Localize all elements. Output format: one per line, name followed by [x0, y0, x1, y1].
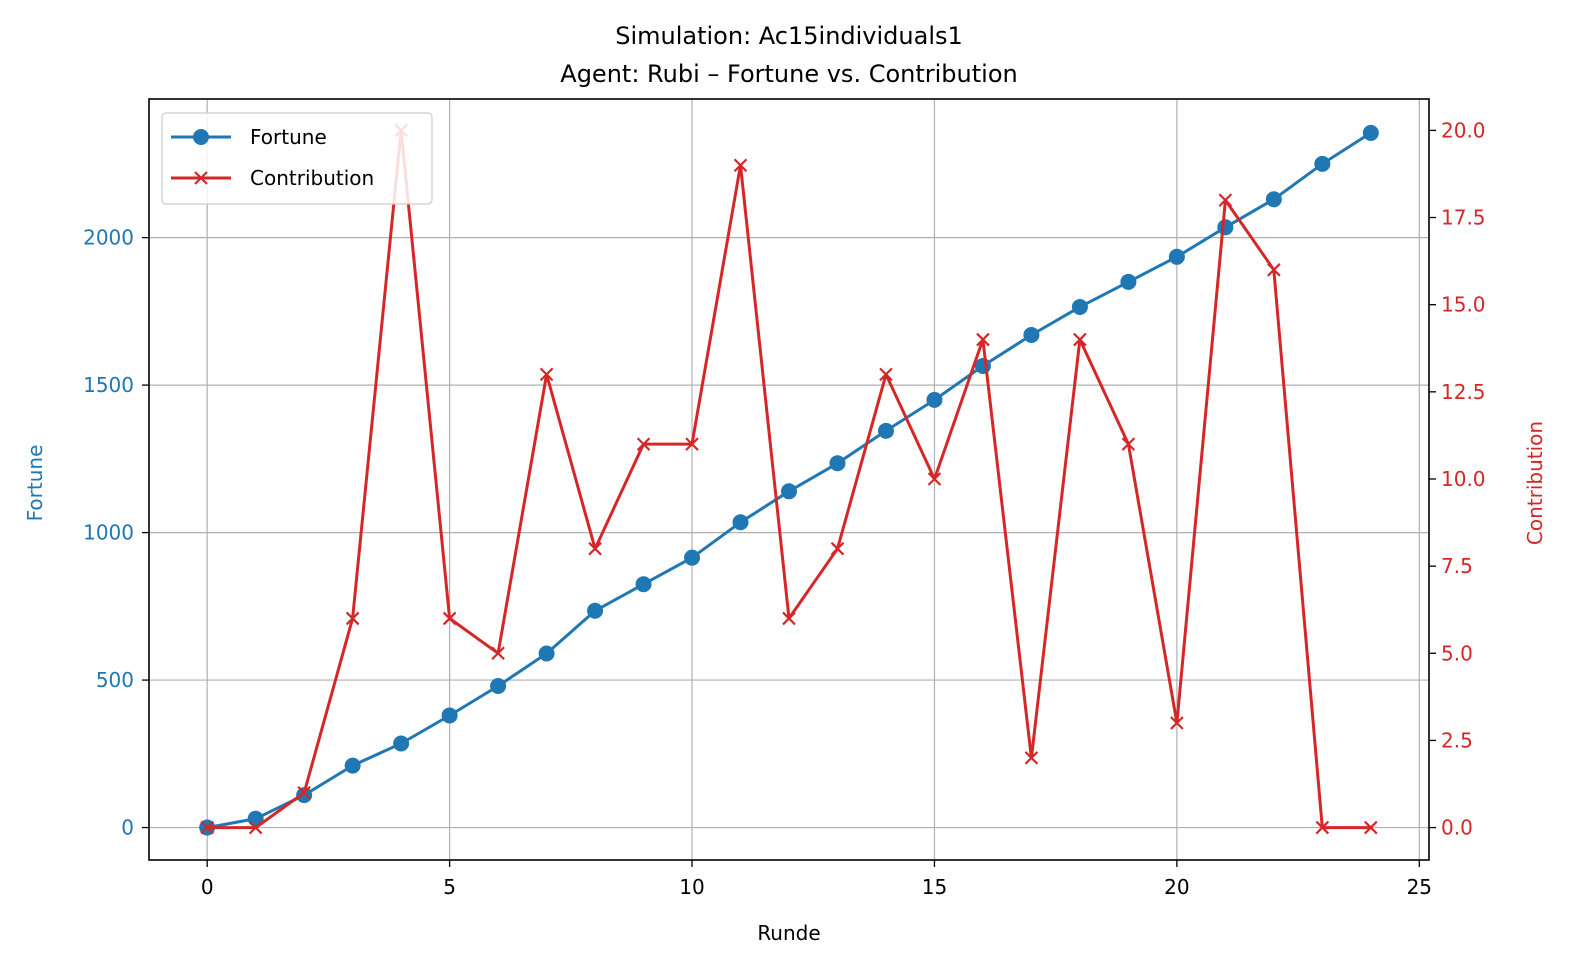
fortune-point [732, 514, 749, 531]
contribution-point [539, 367, 554, 382]
fortune-point [635, 576, 652, 593]
right-tick-label: 20.0 [1441, 118, 1486, 142]
contribution-point [636, 437, 651, 451]
contribution-point [976, 332, 990, 347]
contribution-line [207, 128, 1371, 830]
contribution-point [879, 367, 893, 382]
contribution-point [1121, 437, 1136, 451]
right-tick-label: 2.5 [1441, 728, 1473, 752]
right-tick-label: 5.0 [1441, 641, 1473, 665]
fortune-point [1071, 298, 1088, 315]
contribution-point [1024, 751, 1039, 765]
fortune-point [1168, 248, 1185, 265]
right-tick-label: 17.5 [1441, 206, 1486, 230]
x-axis-label: Runde [757, 921, 820, 945]
x-tick-label: 25 [1407, 875, 1432, 899]
contribution-point [200, 820, 214, 835]
contribution-point [1267, 263, 1281, 277]
fortune-point [1120, 273, 1137, 290]
contribution-point [1218, 193, 1233, 207]
left-tick-label: 1500 [83, 373, 134, 397]
fortune-point [829, 455, 846, 472]
fortune-point [926, 391, 943, 408]
contribution-point [588, 541, 602, 556]
contribution-point [1364, 820, 1378, 835]
grid [149, 99, 1429, 860]
x-tick-label: 15 [922, 875, 947, 899]
fortune-point [1314, 155, 1331, 172]
contribution-point [297, 785, 311, 800]
fortune-point [1362, 124, 1379, 141]
contribution-point [782, 611, 796, 626]
fortune-point [974, 357, 991, 374]
contribution-point [733, 158, 748, 173]
left-tick-label: 2000 [83, 226, 134, 250]
legend-contribution-label: Contribution [250, 166, 374, 190]
x-axis-ticks: 0 5 10 15 20 25 [201, 860, 1432, 899]
legend-contribution-marker [194, 171, 208, 185]
contribution-point [442, 611, 457, 626]
chart-subtitle: Agent: Rubi – Fortune vs. Contribution [560, 60, 1017, 88]
contribution-point [685, 437, 699, 451]
left-tick-label: 0 [121, 816, 134, 840]
right-tick-label: 12.5 [1441, 380, 1486, 404]
right-tick-label: 10.0 [1441, 467, 1486, 491]
contribution-point [830, 541, 845, 556]
left-axis-label: Fortune [23, 445, 47, 522]
right-tick-label: 0.0 [1441, 816, 1473, 840]
fortune-point [441, 707, 458, 724]
fortune-point [490, 677, 507, 694]
right-tick-label: 15.0 [1441, 293, 1486, 317]
fortune-point [587, 602, 604, 619]
fortune-point [538, 645, 555, 662]
contribution-point [345, 611, 360, 626]
contribution-point [1170, 716, 1184, 730]
fortune-point [684, 549, 701, 566]
legend-fortune-label: Fortune [250, 125, 327, 149]
contribution-point [927, 472, 942, 486]
fortune-point [296, 787, 313, 804]
x-tick-label: 10 [679, 875, 704, 899]
fortune-point [781, 483, 797, 500]
fortune-point [393, 735, 410, 752]
legend-fortune-marker [193, 129, 209, 145]
series-contribution [200, 123, 1378, 835]
series-fortune [199, 124, 1379, 836]
left-tick-label: 1000 [83, 521, 134, 545]
left-axis-ticks: 0 500 1000 1500 2000 [83, 226, 149, 840]
contribution-point [1315, 820, 1330, 835]
fortune-point [344, 757, 361, 774]
contribution-point [248, 820, 263, 835]
fortune-point [1265, 191, 1282, 208]
x-tick-label: 5 [443, 875, 456, 899]
chart-title: Simulation: Ac15individuals1 [615, 22, 963, 50]
plot-frame [148, 98, 1430, 861]
right-axis-label: Contribution [1523, 421, 1547, 545]
right-tick-label: 7.5 [1441, 554, 1473, 578]
x-tick-label: 20 [1164, 875, 1189, 899]
left-tick-label: 500 [96, 668, 134, 692]
fortune-point [1023, 326, 1040, 343]
legend: Fortune Contribution [161, 112, 433, 205]
contribution-point [1073, 332, 1087, 347]
fortune-point [1217, 219, 1234, 236]
x-tick-label: 0 [201, 875, 214, 899]
right-axis-ticks: 0.0 2.5 5.0 7.5 10.0 12.5 15.0 17.5 20.0 [1429, 118, 1486, 840]
fortune-point [877, 422, 894, 439]
contribution-point [491, 646, 505, 661]
